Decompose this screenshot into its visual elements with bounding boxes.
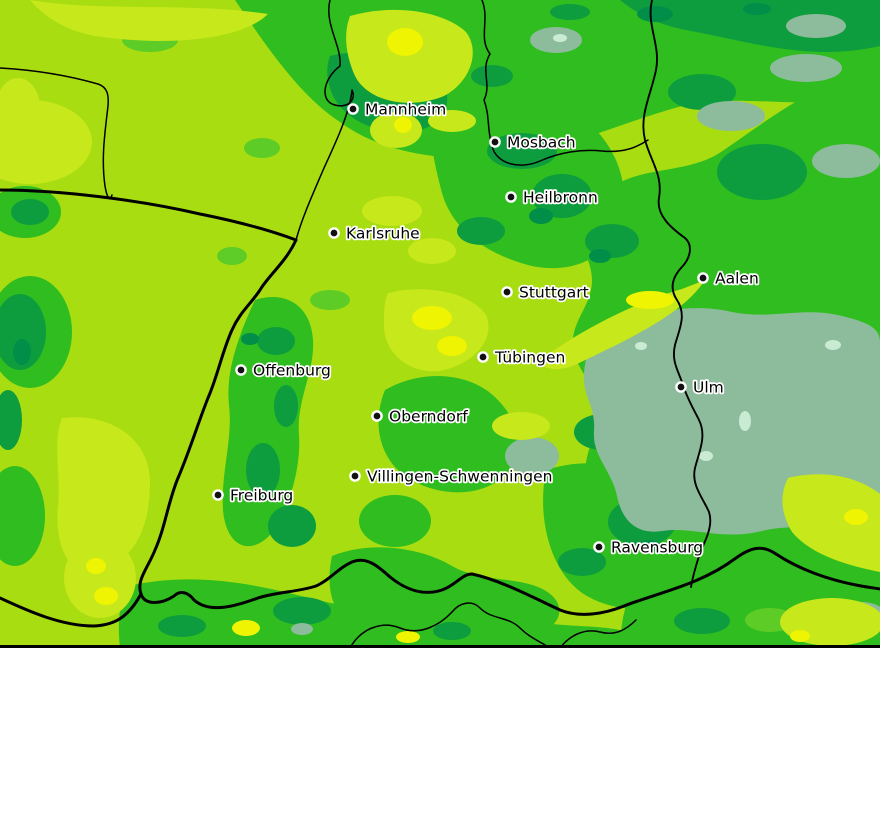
- city-marker: Karlsruhe: [328, 223, 421, 244]
- city-label: Tübingen: [494, 349, 565, 367]
- city-dot: [347, 103, 359, 115]
- info-panel: Temperatur in 2m (in °C) Modell: ICON-D2…: [0, 648, 880, 830]
- city-label: Freiburg: [230, 487, 293, 505]
- city-dot: [477, 351, 489, 363]
- city-dot: [371, 410, 383, 422]
- city-marker: Oberndorf: [371, 406, 470, 427]
- city-marker: Ravensburg: [593, 537, 705, 558]
- city-marker: Tübingen: [477, 347, 567, 368]
- city-dot: [501, 286, 513, 298]
- city-dot: [349, 470, 361, 482]
- city-label: Ravensburg: [611, 539, 703, 557]
- temperature-field: [0, 0, 880, 648]
- city-marker: Villingen-Schwenningen: [349, 466, 554, 487]
- city-marker: Heilbronn: [505, 187, 600, 208]
- temperature-map-svg: Mannheim Mosbach Heilbronn Karlsruhe Stuttga…: [0, 0, 880, 648]
- city-label: Karlsruhe: [346, 225, 420, 243]
- city-label: Stuttgart: [519, 284, 589, 302]
- city-marker: Mannheim: [347, 99, 448, 120]
- city-dot: [212, 489, 224, 501]
- city-label: Mosbach: [507, 134, 576, 152]
- city-dot: [697, 272, 709, 284]
- city-marker: Mosbach: [489, 132, 577, 153]
- city-dot: [235, 364, 247, 376]
- city-dot: [593, 541, 605, 553]
- map-area: Mannheim Mosbach Heilbronn Karlsruhe Stuttga…: [0, 0, 880, 648]
- city-label: Heilbronn: [523, 189, 598, 207]
- city-marker: Offenburg: [235, 360, 333, 381]
- border-lines: [0, 0, 880, 648]
- city-label: Oberndorf: [389, 408, 468, 426]
- map-bottom-frame: [0, 645, 880, 648]
- city-marker: Ulm: [675, 377, 725, 398]
- city-label: Ulm: [693, 379, 724, 397]
- city-marker: Freiburg: [212, 485, 295, 506]
- city-marker: Stuttgart: [501, 282, 590, 303]
- city-markers: Mannheim Mosbach Heilbronn Karlsruhe Stuttga…: [212, 99, 760, 558]
- city-label: Mannheim: [365, 101, 446, 119]
- city-label: Villingen-Schwenningen: [367, 468, 552, 486]
- city-label: Aalen: [715, 270, 759, 288]
- city-dot: [505, 191, 517, 203]
- city-label: Offenburg: [253, 362, 331, 380]
- city-marker: Aalen: [697, 268, 760, 289]
- city-dot: [675, 381, 687, 393]
- city-dot: [328, 227, 340, 239]
- city-dot: [489, 136, 501, 148]
